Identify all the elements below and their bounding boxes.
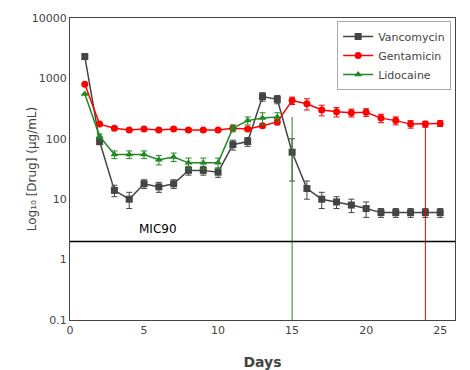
svg-text:Log₁₀ [Drug] (μg/mL): Log₁₀ [Drug] (μg/mL)	[25, 107, 39, 231]
svg-text:10: 10	[211, 324, 225, 337]
svg-text:0: 0	[67, 324, 74, 337]
svg-text:0.1: 0.1	[49, 314, 67, 327]
svg-text:15: 15	[285, 324, 299, 337]
svg-text:Gentamicin: Gentamicin	[378, 50, 441, 63]
svg-text:Vancomycin: Vancomycin	[378, 31, 444, 44]
svg-text:Days: Days	[243, 354, 281, 370]
svg-text:5: 5	[141, 324, 148, 337]
svg-text:10000: 10000	[32, 12, 67, 25]
svg-text:100: 100	[46, 133, 67, 146]
svg-text:Lidocaine: Lidocaine	[378, 69, 431, 82]
svg-text:25: 25	[433, 324, 447, 337]
svg-text:20: 20	[359, 324, 373, 337]
svg-text:1: 1	[60, 253, 67, 266]
svg-text:MIC90: MIC90	[139, 222, 177, 236]
svg-text:1000: 1000	[39, 72, 67, 85]
svg-text:10: 10	[53, 193, 67, 206]
